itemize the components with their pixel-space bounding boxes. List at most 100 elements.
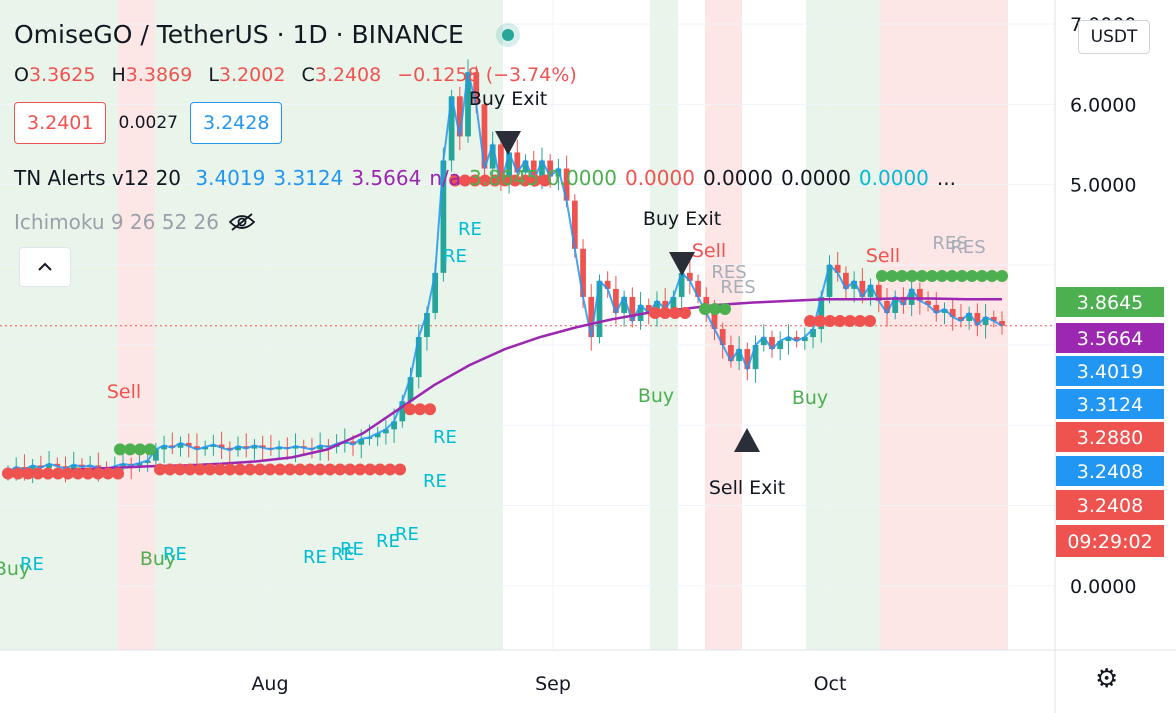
buy-exit-label: Buy Exit [643,208,721,230]
quote-panel: 3.2401 0.0027 3.2428 [14,102,283,144]
collapse-legend-button[interactable] [19,247,71,287]
candle-body [54,463,61,467]
candle-body [473,72,480,105]
sell-stop-dot [214,463,226,476]
buy-stop-dot [134,443,146,456]
sell-stop-dot [519,174,531,187]
candle-body [900,296,907,305]
sell-stop-dot [344,463,356,476]
candle-body [243,446,250,449]
sell-stop-dot [294,463,306,476]
low-label: L [208,64,219,86]
candle-body [144,460,151,464]
candle-body [884,300,890,313]
tn-value: 3.3124 [273,166,344,190]
candle-body [29,465,36,470]
candle-body [489,144,496,169]
settings-gear-icon[interactable]: ⚙ [1095,664,1119,694]
sell-stop-dot [844,314,856,327]
candle-body [120,463,126,467]
candle-body [563,168,570,201]
candle-body [925,300,931,305]
price-tag [1056,356,1164,386]
candle-body [276,446,282,450]
sell-stop-dot [32,467,44,480]
symbol-header: OmiseGO / TetherUS · 1D · BINANCE [14,20,514,49]
candle-body [596,280,603,338]
buy-stop-dot [144,443,156,456]
ichimoku-legend[interactable]: Ichimoku 9 26 52 26 [14,210,255,234]
candle-body [974,312,981,325]
candle-body [999,320,1005,326]
price-tag [1056,490,1164,520]
sell-stop-dot [404,403,416,416]
candle-body [292,446,299,449]
sell-stop-dot [374,463,386,476]
candle-body [415,337,422,378]
candle-body [169,445,176,448]
candle-body [654,300,660,313]
candle-body [210,444,217,447]
candle-body [769,337,775,350]
tn-alerts-legend[interactable]: TN Alerts v12 20 3.4019 3.3124 3.5664 n/a 3.… [14,166,964,190]
price-tag-label: 3.3124 [1077,394,1143,416]
sell-stop-dot [12,467,24,480]
candle-body [547,160,554,177]
x-axis-tick-label: Oct [814,673,847,695]
candle-body [194,446,200,450]
res-signal-label: RES [932,233,967,254]
price-tag-label: 3.5664 [1077,328,1143,350]
buy-stop-dot [936,270,948,283]
tn-value: 0.0000 [624,166,695,190]
res-signal-label: RES [711,262,746,283]
x-axis-tick-label: Sep [535,673,571,695]
candle-body [752,345,759,370]
candle-body [801,337,808,342]
candle-body [530,160,537,181]
candle-body [391,421,397,430]
candle-body [604,280,611,289]
buy-stop-dot [986,270,998,283]
tn-value: 0.0000 [780,166,851,190]
candle-body [456,96,463,137]
buy-stop-dot [114,443,126,456]
sell-stop-dot [834,314,846,327]
candle-body [70,464,77,469]
hidden-eye-icon[interactable] [229,213,255,231]
sell-stop-dot [42,467,54,480]
sell-stop-dot [204,463,216,476]
candle-body [810,329,816,338]
sell-button[interactable]: 3.2401 [14,102,107,144]
candle-body [46,463,52,468]
candle-body [506,152,512,185]
candle-body [350,441,356,445]
candle-body [843,272,849,289]
sell-stop-dot [224,463,236,476]
sell-stop-dot [264,463,276,476]
sell-stop-dot [334,463,346,476]
ichimoku-name: Ichimoku 9 26 52 26 [14,210,219,234]
price-tag [1056,389,1164,419]
price-tag-label: 3.2880 [1077,427,1143,449]
countdown-label: 09:29:02 [1067,531,1152,553]
candle-body [949,308,956,317]
price-tag-label: 3.2408 [1077,495,1143,517]
signal-zone-band [705,0,742,650]
sell-stop-dot [814,314,826,327]
sell-stop-dot [489,174,501,187]
sell-exit-label: Sell Exit [709,477,785,499]
symbol-title[interactable]: OmiseGO / TetherUS · 1D · BINANCE [14,20,464,49]
tn-value: 3.8645 [469,166,539,190]
re-signal-label: RE [433,427,457,448]
market-status-dot [501,28,514,41]
buy-button[interactable]: 3.2428 [189,102,283,144]
candle-body [218,444,225,448]
candle-body [613,288,619,313]
currency-button[interactable]: USDT [1078,20,1150,54]
buy-stop-dot [946,270,958,283]
y-axis-tick-label: 6.0000 [1070,94,1136,116]
sell-stop-dot [424,403,436,416]
re-signal-label: RE [423,471,447,492]
candle-body [728,345,734,362]
